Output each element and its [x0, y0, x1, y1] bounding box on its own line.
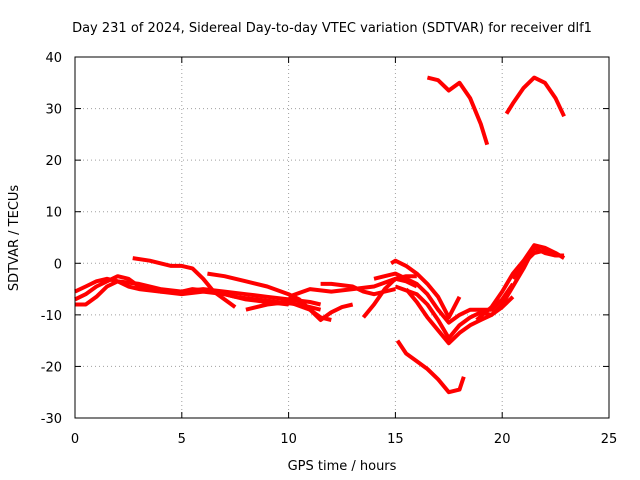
series-line-track-8 — [287, 276, 418, 299]
y-tick-label: 10 — [45, 206, 62, 221]
series-line-track-10 — [390, 258, 462, 320]
y-tick-label: -20 — [41, 360, 62, 375]
series-line-track-17 — [426, 75, 490, 146]
y-tick-label: 20 — [45, 154, 62, 169]
x-tick-label: 20 — [494, 432, 511, 447]
x-tick-label: 10 — [280, 432, 297, 447]
y-tick-label: 0 — [54, 257, 62, 272]
x-axis-label: GPS time / hours — [288, 459, 397, 474]
y-tick-label: -30 — [41, 412, 62, 427]
grid — [75, 57, 609, 418]
x-tick-label: 5 — [178, 432, 186, 447]
data-series — [74, 75, 566, 395]
series-line-track-9 — [361, 274, 417, 319]
series-line-track-18 — [504, 75, 566, 118]
chart-title: Day 231 of 2024, Sidereal Day-to-day VTE… — [72, 21, 592, 36]
x-tick-label: 15 — [387, 432, 404, 447]
series-line-track-6 — [245, 300, 354, 322]
series-line-track-3 — [75, 279, 322, 312]
y-tick-label: -10 — [41, 309, 62, 324]
series-line-track-4 — [132, 256, 237, 309]
x-tick-label: 25 — [601, 432, 618, 447]
x-tick-label: 0 — [71, 432, 79, 447]
y-tick-label: 40 — [45, 51, 62, 66]
y-axis-label: SDTVAR / TECUs — [7, 185, 22, 292]
series-line-track-16 — [395, 339, 466, 395]
plot-frame — [74, 56, 610, 419]
y-tick-label: 30 — [45, 103, 62, 118]
axes: 0 5 10 15 20 25 -30 -20 -10 0 10 20 30 40 — [41, 51, 618, 447]
series-line-track-15 — [511, 248, 565, 280]
